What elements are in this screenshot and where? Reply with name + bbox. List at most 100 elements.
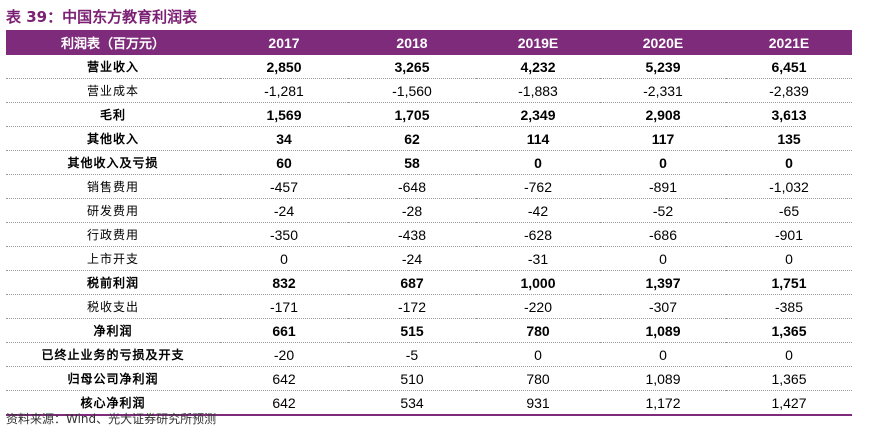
value-cell: 34 [220, 126, 348, 151]
value-cell: -5 [348, 342, 476, 367]
value-cell: 0 [600, 246, 726, 271]
value-cell: 1,751 [726, 270, 852, 295]
value-cell: -1,560 [348, 78, 476, 103]
value-cell: -171 [220, 294, 348, 319]
row-label: 其他收入及亏损 [6, 150, 220, 175]
value-cell: 1,397 [600, 270, 726, 295]
value-cell: 0 [220, 246, 348, 271]
value-cell: 1,365 [726, 318, 852, 343]
table-row: 研发费用 -24 -28 -42 -52 -65 [6, 198, 852, 223]
value-cell: 1,365 [726, 366, 852, 391]
table-row: 已终止业务的亏损及开支 -20 -5 0 0 0 [6, 342, 852, 367]
value-cell: 832 [220, 270, 348, 295]
row-label: 税收支出 [6, 294, 220, 319]
value-cell: 515 [348, 318, 476, 343]
table-row: 归母公司净利润 642 510 780 1,089 1,365 [6, 366, 852, 391]
value-cell: -762 [476, 174, 600, 199]
value-cell: -891 [600, 174, 726, 199]
value-cell: -28 [348, 198, 476, 223]
value-cell: 0 [476, 150, 600, 175]
value-cell: -385 [726, 294, 852, 319]
value-cell: -31 [476, 246, 600, 271]
header-cell-year: 2021E [726, 30, 852, 55]
value-cell: -457 [220, 174, 348, 199]
table-row: 其他收入 34 62 114 117 135 [6, 126, 852, 151]
value-cell: -901 [726, 222, 852, 247]
table-body: 营业收入 2,850 3,265 4,232 5,239 6,451 营业成本 -1,281-… [6, 55, 852, 416]
value-cell: -686 [600, 222, 726, 247]
value-cell: -648 [348, 174, 476, 199]
value-cell: 642 [220, 366, 348, 391]
value-cell: 642 [220, 390, 348, 416]
row-label: 行政费用 [6, 222, 220, 247]
value-cell: 0 [726, 342, 852, 367]
value-cell: -172 [348, 294, 476, 319]
value-cell: 3,265 [348, 55, 476, 79]
value-cell: 0 [600, 150, 726, 175]
value-cell: -2,331 [600, 78, 726, 103]
value-cell: 3,613 [726, 102, 852, 127]
value-cell: -42 [476, 198, 600, 223]
table-row: 销售费用 -457 -648 -762 -891 -1,032 [6, 174, 852, 199]
value-cell: 687 [348, 270, 476, 295]
row-label: 营业收入 [6, 55, 220, 79]
row-label: 归母公司净利润 [6, 366, 220, 391]
value-cell: -65 [726, 198, 852, 223]
value-cell: 58 [348, 150, 476, 175]
value-cell: -24 [348, 246, 476, 271]
value-cell: 0 [476, 342, 600, 367]
table-row: 行政费用 -350 -438 -628 -686 -901 [6, 222, 852, 247]
value-cell: -628 [476, 222, 600, 247]
header-cell-year: 2019E [476, 30, 600, 55]
value-cell: 1,705 [348, 102, 476, 127]
value-cell: -438 [348, 222, 476, 247]
table-row: 上市开支 0 -24 -31 0 0 [6, 246, 852, 271]
value-cell: 534 [348, 390, 476, 416]
value-cell: 60 [220, 150, 348, 175]
value-cell: 510 [348, 366, 476, 391]
table-row: 毛利 1,569 1,705 2,349 2,908 3,613 [6, 102, 852, 127]
table-row: 税收支出 -171 -172 -220 -307 -385 [6, 294, 852, 319]
value-cell: -1,032 [726, 174, 852, 199]
row-label: 净利润 [6, 318, 220, 343]
row-label: 销售费用 [6, 174, 220, 199]
value-cell: 0 [726, 246, 852, 271]
value-cell: 2,850 [220, 55, 348, 79]
row-label: 毛利 [6, 102, 220, 127]
table-row: 核心净利润 642 534 931 1,172 1,427 [6, 390, 852, 416]
value-cell: 5,239 [600, 55, 726, 79]
row-label: 研发费用 [6, 198, 220, 223]
value-cell: 1,000 [476, 270, 600, 295]
income-statement-table: 利润表（百万元） 2017 2018 2019E 2020E 2021E 营业收入 2,85… [6, 30, 852, 416]
value-cell: 931 [476, 390, 600, 416]
value-cell: 117 [600, 126, 726, 151]
row-label: 上市开支 [6, 246, 220, 271]
row-label: 已终止业务的亏损及开支 [6, 342, 220, 367]
table-row: 营业成本 -1,281 -1,560 -1,883 -2,331 -2,839 [6, 78, 852, 103]
row-label: 营业成本 [6, 78, 220, 103]
value-cell: 780 [476, 366, 600, 391]
table-row: 税前利润 832 687 1,000 1,397 1,751 [6, 270, 852, 295]
table-title: 表 39：中国东方教育利润表 [6, 8, 198, 26]
value-cell: -24 [220, 198, 348, 223]
table-row: 营业收入 2,850 3,265 4,232 5,239 6,451 [6, 55, 852, 79]
value-cell: 114 [476, 126, 600, 151]
table-header-row: 利润表（百万元） 2017 2018 2019E 2020E 2021E [6, 30, 852, 55]
value-cell: 2,908 [600, 102, 726, 127]
value-cell: 135 [726, 126, 852, 151]
value-cell: 62 [348, 126, 476, 151]
value-cell: -2,839 [726, 78, 852, 103]
value-cell: 1,089 [600, 318, 726, 343]
value-cell: 4,232 [476, 55, 600, 79]
value-cell: 6,451 [726, 55, 852, 79]
header-cell-year: 2020E [600, 30, 726, 55]
value-cell: -220 [476, 294, 600, 319]
value-cell: 1,427 [726, 390, 852, 416]
value-cell: 1,569 [220, 102, 348, 127]
row-label: 核心净利润 [6, 390, 220, 416]
value-cell: 1,172 [600, 390, 726, 416]
value-cell: -1,883 [476, 78, 600, 103]
value-cell: 1,089 [600, 366, 726, 391]
table-row: 其他收入及亏损 60 58 0 0 0 [6, 150, 852, 175]
row-label: 其他收入 [6, 126, 220, 151]
